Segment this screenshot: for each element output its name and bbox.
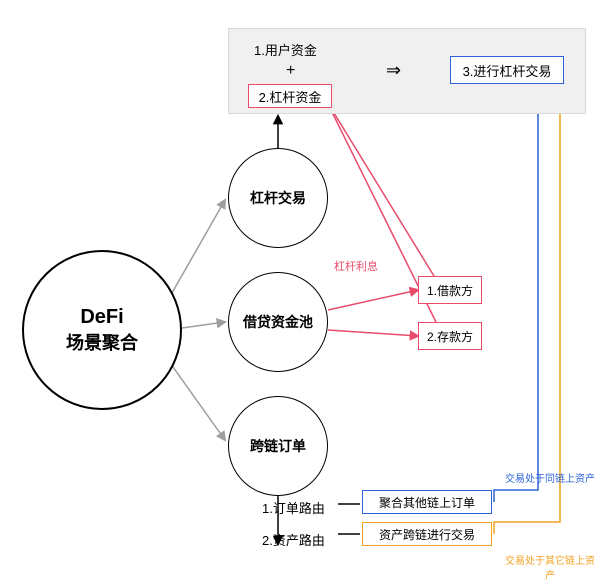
crosschain-label: 跨链订单 (250, 436, 306, 456)
step3-box: 3.进行杠杆交易 (450, 56, 564, 84)
edge-step3-to-order-box (494, 90, 538, 502)
same-chain-label: 交易处于同链上资产 (502, 470, 598, 485)
leverage-circle: 杠杆交易 (228, 148, 328, 248)
crosschain-circle: 跨链订单 (228, 396, 328, 496)
route-asset-label: 2.资产路由 (262, 530, 325, 549)
step1-label: 1.用户资金 (254, 40, 317, 59)
step3-label: 3.进行杠杆交易 (463, 61, 552, 80)
edge-step3-to-asset-box (494, 90, 560, 534)
double-arrow: ⇒ (386, 60, 401, 81)
depositor-box: 2.存款方 (418, 322, 482, 350)
crosschain-asset-box: 资产跨链进行交易 (362, 522, 492, 546)
diagram-stage: 1.用户资金 + 2.杠杆资金 ⇒ 3.进行杠杆交易 DeFi 场景聚合 杠杆交… (0, 0, 600, 574)
hub-line1: DeFi (66, 306, 138, 329)
step2-label: 2.杠杆资金 (259, 87, 322, 106)
route-order-label: 1.订单路由 (262, 498, 325, 517)
interest-label: 杠杆利息 (334, 258, 378, 274)
crosschain-asset-label: 资产跨链进行交易 (379, 526, 475, 543)
depositor-label: 2.存款方 (427, 328, 473, 345)
aggregate-order-box: 聚合其他链上订单 (362, 490, 492, 514)
leverage-label: 杠杆交易 (250, 188, 306, 208)
edge-hub-lending (182, 322, 225, 328)
edge-hub-leverage (168, 200, 225, 300)
aggregate-order-label: 聚合其他链上订单 (379, 494, 475, 511)
edge-lending-to-depositor (328, 330, 418, 336)
plus-symbol: + (286, 62, 295, 80)
hub-text: DeFi 场景聚合 (66, 306, 138, 355)
step2-box: 2.杠杆资金 (248, 84, 332, 108)
hub-line2: 场景聚合 (66, 329, 138, 355)
lending-circle: 借贷资金池 (228, 272, 328, 372)
edge-hub-crosschain (168, 360, 225, 440)
other-chain-label: 交易处于其它链上资产 (502, 552, 598, 582)
edge-lending-to-borrower (328, 290, 418, 310)
lending-label: 借贷资金池 (243, 312, 313, 332)
edge-borrower-to-step2 (326, 100, 434, 276)
hub-circle: DeFi 场景聚合 (22, 250, 182, 410)
borrower-box: 1.借款方 (418, 276, 482, 304)
borrower-label: 1.借款方 (427, 282, 473, 299)
